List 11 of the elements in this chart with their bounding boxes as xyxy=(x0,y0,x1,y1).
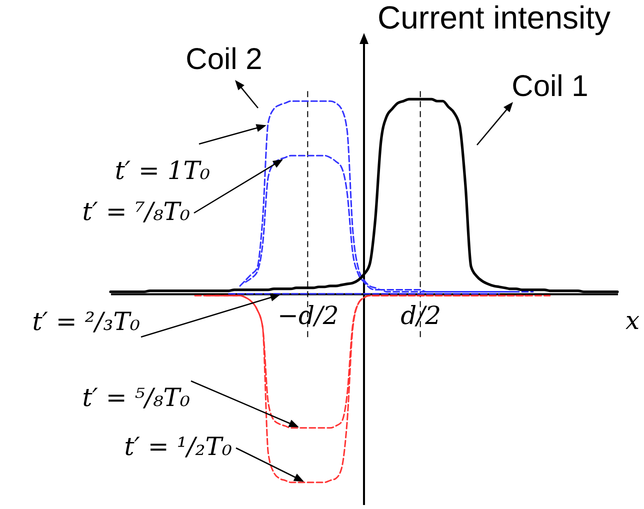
series-label: Coil 1 xyxy=(512,70,588,103)
x-tick-label: d/2 xyxy=(400,301,442,330)
annotation: t′ = ⁵/₈T₀ xyxy=(82,383,190,412)
annotation: t′ = ¹/₂T₀ xyxy=(124,432,232,461)
annotation: t′ = ²/₃T₀ xyxy=(32,307,140,336)
annotation: t′ = 1T₀ xyxy=(114,156,210,185)
x-tick-label: −d/2 xyxy=(278,301,339,330)
annotation: t′ = ⁷/₈T₀ xyxy=(82,197,190,226)
x-axis-title: x xyxy=(625,306,640,336)
text: Coil 2 xyxy=(186,43,262,76)
y-axis-title: Current intensity xyxy=(378,0,610,36)
